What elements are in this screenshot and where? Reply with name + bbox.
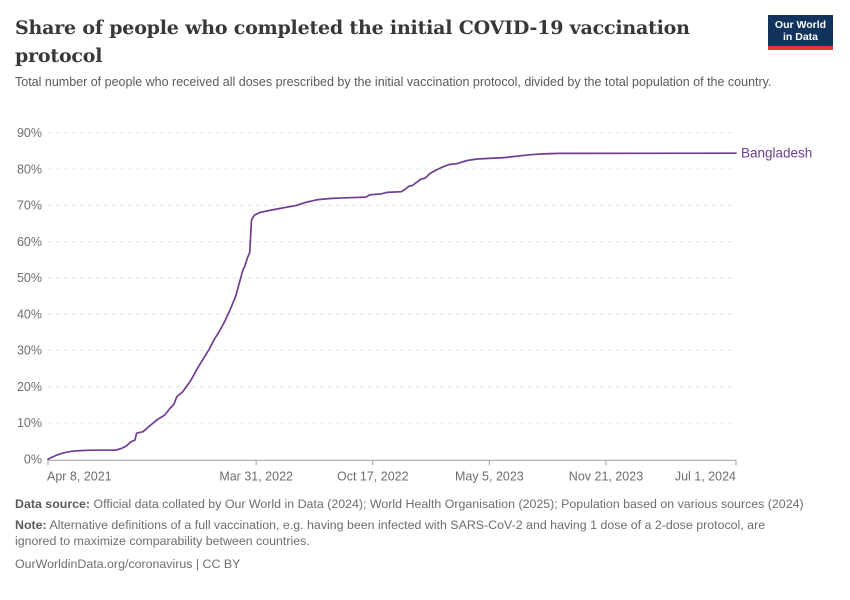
chart-title: Share of people who completed the initia… [15,17,690,67]
owid-logo[interactable]: Our World in Data [768,15,833,50]
y-tick-label-10: 10% [17,416,42,430]
y-tick-label-70: 70% [17,199,42,213]
data-source-text: Official data collated by Our World in D… [93,497,804,511]
x-tick-label-2022-03-31: Mar 31, 2022 [219,469,293,483]
note-line: Note: Alternative definitions of a full … [15,517,805,549]
x-tick-label-2021-04-08: Apr 8, 2021 [47,469,112,483]
y-tick-label-80: 80% [17,162,42,176]
owid-logo-line1: Our World [774,18,827,31]
y-tick-label-0: 0% [24,453,42,467]
y-tick-label-40: 40% [17,307,42,321]
y-tick-label-60: 60% [17,235,42,249]
x-tick-label-2022-10-17: Oct 17, 2022 [337,469,409,483]
x-tick-label-2024-07-01: Jul 1, 2024 [675,469,736,483]
chart-footer: Data source: Official data collated by O… [15,496,805,577]
y-tick-label-50: 50% [17,271,42,285]
y-tick-label-30: 30% [17,344,42,358]
owid-logo-line2: in Data [782,30,818,43]
chart-subtitle: Total number of people who received all … [15,75,772,89]
license-link[interactable]: OurWorldinData.org/coronavirus | CC BY [15,557,241,571]
data-source-label: Data source: [15,497,91,511]
chart-canvas: 0% 10% 20% 30% 40% 50% 60% 70% 80% 90% Apr 8, 2021… [17,126,812,483]
x-tick-label-2023-11-21: Nov 21, 2023 [569,469,643,483]
note-text: Alternative definitions of a full vaccin… [15,518,766,548]
x-tick-label-2023-05-05: May 5, 2023 [455,469,524,483]
y-tick-label-90: 90% [17,126,42,140]
note-label: Note: [15,518,47,532]
bangladesh-line-series[interactable] [47,152,737,461]
data-source-line: Data source: Official data collated by O… [15,496,805,512]
y-tick-label-20: 20% [17,380,42,394]
series-label-bangladesh[interactable]: Bangladesh [741,146,812,161]
